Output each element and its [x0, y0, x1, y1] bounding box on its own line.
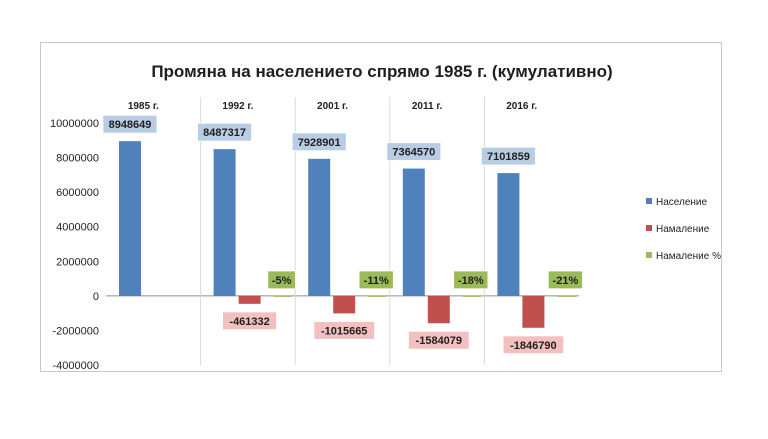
decrease-bar	[427, 295, 450, 324]
population-data-label-bg	[386, 142, 442, 162]
population-bar	[213, 149, 236, 296]
decrease-bar	[333, 295, 356, 314]
decrease-data-label-bg	[222, 311, 278, 331]
decrease-data-label: -1015665	[321, 325, 368, 337]
population-data-label-bg	[197, 122, 253, 142]
legend-label: Намаление %	[656, 251, 721, 262]
category-label: 1985 г.	[128, 101, 159, 112]
decrease-percent-data-label: -18%	[458, 275, 484, 287]
category-label: 1992 г.	[222, 101, 253, 112]
population-bar	[308, 158, 331, 296]
decrease-percent-data-label-bg	[358, 270, 394, 290]
decrease-data-label-bg	[407, 330, 470, 350]
decrease-percent-data-label: -5%	[272, 275, 292, 287]
population-data-label-bg	[480, 146, 536, 166]
population-data-label: 8487317	[203, 127, 246, 139]
chart-frame: Промяна на населението спрямо 1985 г. (к…	[40, 42, 722, 372]
decrease-percent-data-label-bg	[547, 270, 584, 290]
y-tick-label: 6000000	[56, 187, 99, 199]
decrease-bar	[522, 295, 545, 328]
legend-label: Население	[656, 197, 708, 208]
population-data-label: 7364570	[392, 147, 435, 159]
y-tick-label: -4000000	[53, 360, 100, 372]
legend-swatch	[646, 252, 652, 258]
population-data-label: 7928901	[298, 137, 341, 149]
decrease-data-label-bg	[313, 320, 376, 340]
decrease-percent-data-label-bg	[267, 270, 296, 290]
population-bar	[402, 168, 425, 296]
decrease-percent-data-label-bg	[453, 270, 489, 290]
decrease-percent-bar	[368, 295, 387, 297]
population-data-label-bg	[291, 132, 347, 152]
legend-swatch	[646, 225, 652, 231]
population-bar	[119, 141, 141, 296]
legend-label: Намаление	[656, 224, 710, 235]
decrease-percent-data-label: -21%	[553, 275, 579, 287]
y-tick-label: -2000000	[53, 325, 100, 337]
decrease-percent-bar	[557, 295, 576, 297]
decrease-data-label: -1846790	[510, 340, 557, 352]
y-tick-label: 10000000	[50, 118, 99, 130]
decrease-data-label: -461332	[229, 316, 269, 328]
y-tick-label: 8000000	[56, 153, 99, 165]
y-tick-label: 2000000	[56, 256, 99, 268]
y-tick-label: 4000000	[56, 222, 99, 234]
decrease-data-label: -1584079	[416, 335, 463, 347]
decrease-bar	[238, 295, 261, 304]
population-data-label: 8948649	[109, 119, 152, 131]
population-data-label-bg	[102, 114, 158, 134]
population-bar	[497, 173, 520, 296]
legend-swatch	[646, 198, 652, 204]
y-tick-label: 0	[93, 291, 99, 303]
population-change-chart: Промяна на населението спрямо 1985 г. (к…	[50, 62, 721, 372]
chart-title: Промяна на населението спрямо 1985 г. (к…	[151, 62, 612, 81]
decrease-percent-data-label: -11%	[364, 275, 389, 287]
population-data-label: 7101859	[487, 151, 530, 163]
decrease-percent-bar	[462, 295, 481, 297]
category-label: 2016 г.	[506, 101, 537, 112]
category-label: 2001 г.	[317, 101, 348, 112]
decrease-percent-bar	[273, 295, 292, 297]
decrease-data-label-bg	[502, 335, 565, 355]
category-label: 2011 г.	[412, 101, 443, 112]
